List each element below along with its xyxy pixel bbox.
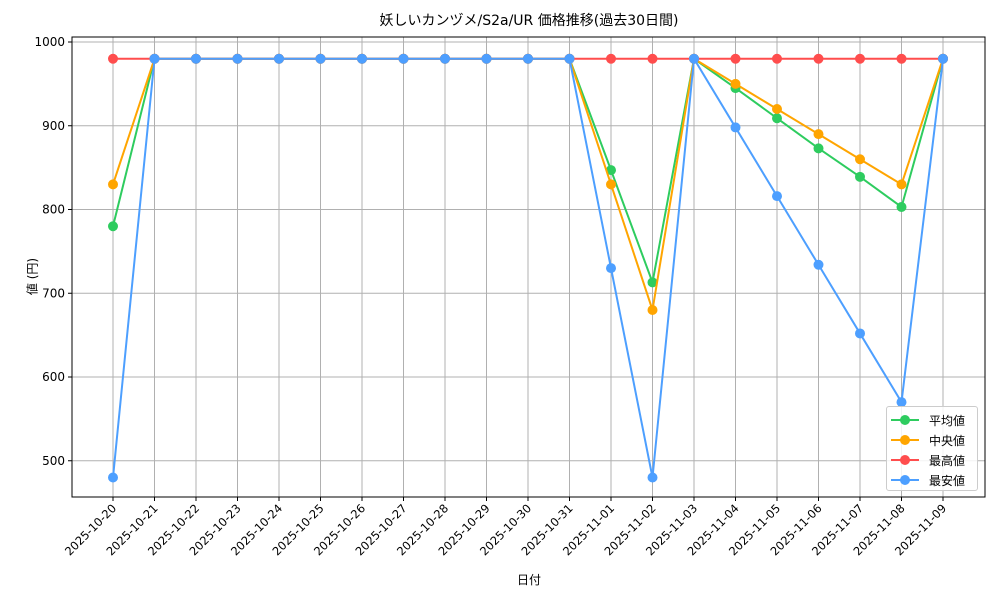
data-point xyxy=(813,143,824,154)
data-point xyxy=(647,305,658,315)
data-point xyxy=(896,53,907,64)
data-point xyxy=(232,53,243,64)
data-point xyxy=(647,53,658,64)
data-point xyxy=(523,53,533,64)
legend-item-median: 中央値 xyxy=(891,430,973,450)
data-point xyxy=(191,53,201,64)
y-tick-label: 800 xyxy=(42,203,65,217)
data-point xyxy=(772,104,782,114)
legend-marker-icon xyxy=(891,435,919,445)
data-point xyxy=(108,472,118,483)
data-point xyxy=(606,165,616,176)
data-point xyxy=(398,53,409,64)
legend-item-min: 最安値 xyxy=(891,470,973,490)
data-point xyxy=(108,53,118,64)
y-axis-label: 値 (円) xyxy=(25,257,40,296)
legend-marker-icon xyxy=(891,475,919,485)
data-point xyxy=(772,191,782,202)
x-axis-label: 日付 xyxy=(516,573,541,587)
data-point xyxy=(855,328,865,339)
legend-label: 最安値 xyxy=(929,473,966,488)
data-point xyxy=(647,472,658,483)
legend-item-max: 最高値 xyxy=(891,450,973,470)
data-point xyxy=(896,397,907,408)
data-point xyxy=(855,171,865,182)
y-tick-label: 900 xyxy=(42,119,65,133)
series-line xyxy=(108,53,948,483)
data-point xyxy=(440,53,450,64)
data-point xyxy=(813,129,824,140)
data-point xyxy=(813,259,824,270)
data-point xyxy=(730,78,741,89)
data-point xyxy=(772,113,782,124)
data-point xyxy=(606,263,616,274)
legend-label: 中央値 xyxy=(929,433,966,448)
chart-legend: 平均値 中央値 最高値 最安値 xyxy=(886,406,978,491)
data-point xyxy=(149,53,160,64)
y-tick-label: 700 xyxy=(42,286,65,300)
y-tick-label: 500 xyxy=(42,454,65,468)
data-point xyxy=(689,53,699,64)
data-point xyxy=(647,277,658,288)
data-point xyxy=(896,179,907,190)
legend-label: 平均値 xyxy=(929,413,966,428)
legend-marker-icon xyxy=(891,415,919,425)
data-point xyxy=(315,53,326,64)
data-point xyxy=(274,53,284,64)
data-point xyxy=(606,53,616,64)
legend-marker-icon xyxy=(891,455,919,465)
data-point xyxy=(855,154,865,165)
data-point xyxy=(357,53,367,64)
data-point xyxy=(564,53,575,64)
y-tick-label: 1000 xyxy=(34,35,65,49)
grid xyxy=(72,37,985,497)
data-point xyxy=(108,179,118,190)
data-point xyxy=(606,179,616,190)
y-tick-label: 600 xyxy=(42,370,65,384)
data-point xyxy=(730,53,741,64)
chart-title: 妖しいカンヅメ/S2a/UR 価格推移(過去30日間) xyxy=(379,13,679,29)
data-point xyxy=(896,201,907,212)
legend-item-mean: 平均値 xyxy=(891,410,973,430)
data-point xyxy=(938,53,948,64)
data-point xyxy=(772,53,782,64)
data-point xyxy=(730,122,741,133)
data-point xyxy=(481,53,492,64)
legend-label: 最高値 xyxy=(929,453,966,468)
data-point xyxy=(855,53,865,64)
data-point xyxy=(813,53,824,64)
data-point xyxy=(108,221,118,232)
